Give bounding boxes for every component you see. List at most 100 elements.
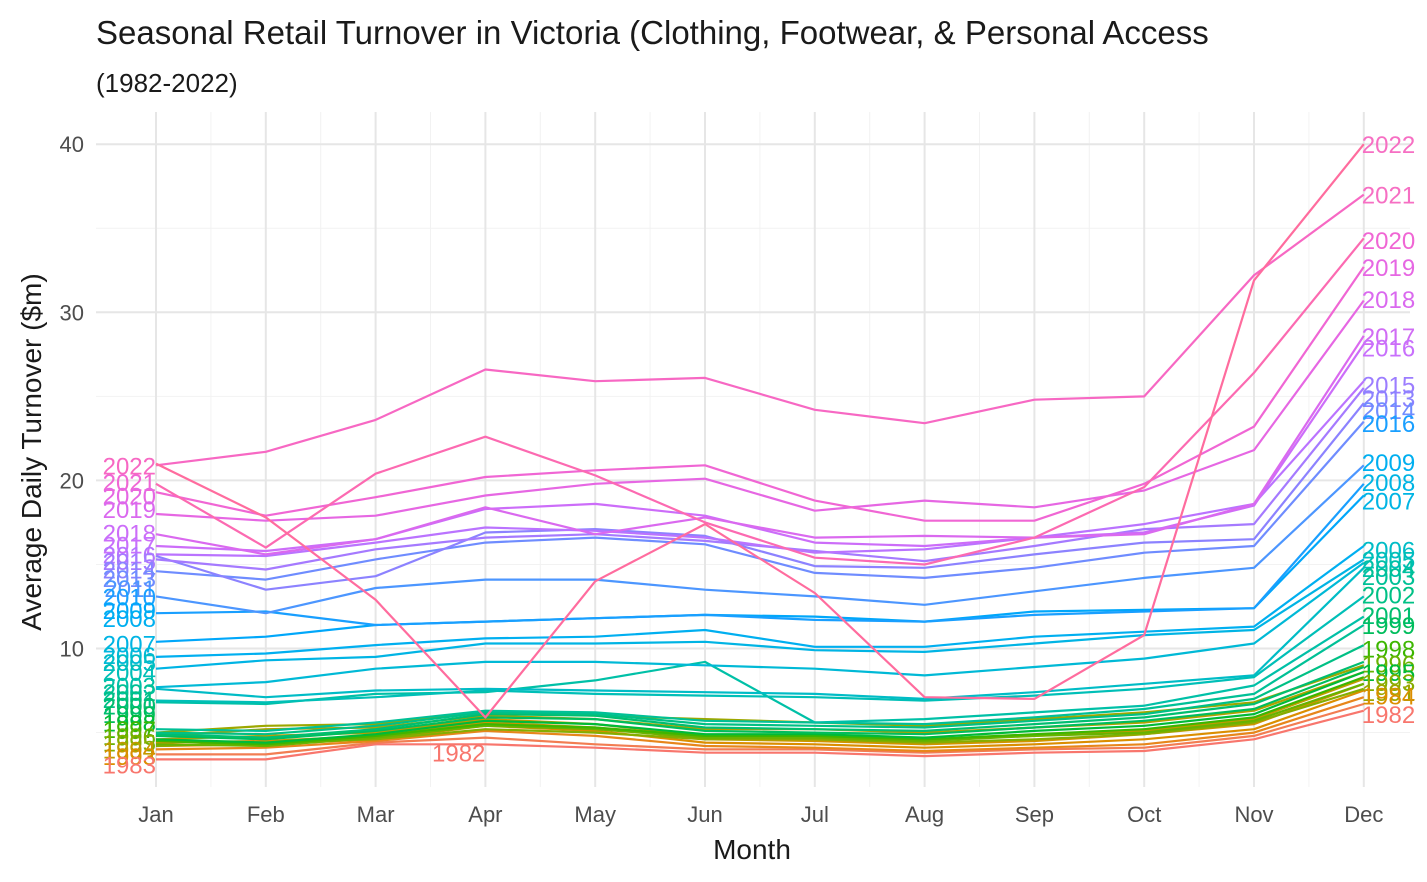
end-year-label: 1993 [1362,670,1415,697]
y-tick-label: 20 [60,468,84,493]
series-line-2008 [155,402,1365,591]
start-year-label: 2005 [103,650,156,677]
start-year-label: 2013 [103,566,156,593]
start-year-label: 2016 [103,542,156,569]
series-line-2002 [155,558,1365,670]
end-year-label: 1991 [1362,680,1415,707]
end-year-label: 2021 [1362,183,1415,210]
start-year-label: 2018 [103,521,156,548]
start-year-label: 2021 [103,470,156,497]
start-year-label: 2001 [103,687,156,714]
start-year-label: 2022 [103,453,156,480]
series-line-1999 [155,595,1365,704]
start-year-label: 2010 [103,584,156,611]
series-line-2004 [155,494,1365,643]
end-year-label: 2002 [1362,583,1415,610]
start-year-label: 2008 [103,606,156,633]
series-line-2016 [155,237,1365,566]
end-year-label: 2020 [1362,228,1415,255]
start-year-label: 1994 [103,737,156,764]
end-year-label: 2016 [1362,411,1415,438]
start-year-label: 2003 [103,673,156,700]
start-year-label: 1995 [103,731,156,758]
series-line-1984 [155,696,1365,753]
end-year-label: 2005 [1362,547,1415,574]
end-year-label: 1998 [1362,637,1415,664]
axes: 10 20 30 40 Jan Feb Mar Apr May Jun Jul Aug Sep Oct No… [60,132,1384,827]
end-year-label: 2009 [1362,450,1415,477]
start-year-label: 2006 [103,643,156,670]
x-tick-label: Apr [468,802,502,827]
x-tick-label: Dec [1344,802,1383,827]
series-line-2013 [155,299,1365,522]
start-year-label: 2000 [103,694,156,721]
series-line-2001 [155,561,1365,689]
end-year-label: 2003 [1362,564,1415,591]
end-year-label: 2015 [1362,373,1415,400]
start-year-label: 2002 [103,680,156,707]
end-year-label: 1995 [1362,660,1415,687]
end-year-label: 1982 [1362,702,1415,729]
y-tick-label: 10 [60,637,84,662]
start-year-label: 2007 [103,631,156,658]
end-year-label: 2013 [1362,386,1415,413]
series-line-2000 [155,567,1365,701]
start-year-label: 1993 [103,744,156,771]
start-year-label: 2020 [103,484,156,511]
start-year-label: 2014 [103,557,156,584]
start-year-label: 2011 [104,576,156,603]
series-line-2010 [155,380,1365,558]
start-year-label: 1997 [103,717,156,744]
end-year-label: 2007 [1362,489,1415,516]
end-year-label: 2018 [1362,287,1415,314]
series-line-2014 [155,266,1365,522]
gridlines [96,112,1410,787]
start-year-label: 1996 [103,724,156,751]
series-lines [155,143,1365,761]
series-line-2017 [155,143,1365,719]
y-tick-label: 40 [60,132,84,157]
y-tick-label: 30 [60,300,84,325]
end-year-label: 2001 [1362,603,1415,630]
start-year-label: 2019 [103,497,156,524]
x-tick-label: Oct [1127,802,1161,827]
end-year-label: 2008 [1362,470,1415,497]
series-line-2003 [155,545,1365,658]
start-year-label: 2015 [103,549,156,576]
end-year-label: 1999 [1362,613,1415,640]
end-year-label: 1984 [1362,684,1415,711]
start-year-label: 2017 [103,532,156,559]
series-line-2005 [155,483,1365,627]
year-labels: 2022202120202019201820172016201520132014… [103,132,1416,779]
start-year-label: 2004 [103,660,156,687]
series-line-1993 [155,670,1365,744]
x-tick-label: Aug [905,802,944,827]
chart-title: Seasonal Retail Turnover in Victoria (Cl… [96,14,1209,51]
series-line-1995 [155,660,1365,739]
series-line-1996 [155,644,1365,736]
start-year-label: 2009 [103,598,156,625]
x-tick-label: Feb [247,802,285,827]
end-year-label: 2016 [1362,336,1415,363]
x-tick-label: Sep [1015,802,1054,827]
x-tick-label: Mar [357,802,395,827]
end-year-label: 2017 [1362,324,1415,351]
chart-subtitle: (1982-2022) [96,68,238,98]
end-year-label: 2019 [1362,255,1415,282]
x-tick-label: Jul [801,802,829,827]
series-line-1983 [156,702,1365,756]
x-tick-label: Jun [687,802,722,827]
series-line-1982 [156,709,1365,761]
series-line-1992 [155,676,1365,746]
end-year-label: 2022 [1362,132,1415,159]
start-year-label: 1999 [103,702,156,729]
x-tick-label: Jan [138,802,173,827]
end-year-label: 2014 [1362,398,1415,425]
start-year-label: 1983 [103,752,156,779]
series-line-1991 [155,682,1365,748]
series-line-2012 [155,335,1365,556]
end-year-label: 2006 [1362,537,1415,564]
start-year-label: 1998 [103,710,156,737]
series-line-1997 [155,624,1365,733]
